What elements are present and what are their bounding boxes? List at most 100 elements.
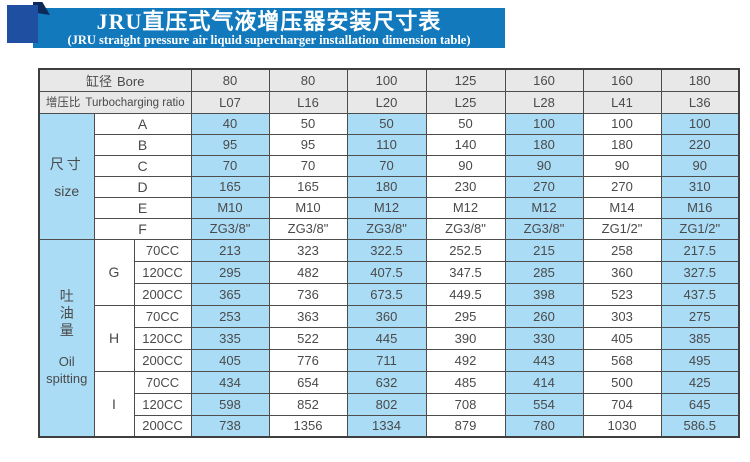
ratio-value-cell: L41 — [582, 90, 662, 114]
dim-value-cell: 90 — [660, 154, 740, 177]
oil-value-cell: 425 — [660, 370, 740, 394]
oil-value-cell: 568 — [582, 348, 662, 372]
oil-value-cell: 492 — [425, 348, 506, 372]
dim-value-cell: M10 — [190, 196, 270, 219]
table-row: 增压比 Turbocharging ratio L07 L16 L20 L25 L… — [38, 90, 740, 114]
dim-value-cell: 95 — [268, 133, 348, 156]
dim-value-cell: ZG3/8" — [190, 217, 270, 240]
oil-value-cell: 385 — [660, 326, 740, 350]
oil-value-cell: 632 — [346, 370, 427, 394]
dim-value-cell: 90 — [425, 154, 506, 177]
oil-value-cell: 482 — [268, 260, 348, 284]
dim-value-cell: 90 — [504, 154, 584, 177]
ratio-header-cell: 增压比 Turbocharging ratio — [38, 90, 192, 114]
dim-value-cell: 310 — [660, 175, 740, 198]
oil-value-cell: 879 — [425, 414, 506, 438]
bore-value-cell: 80 — [190, 68, 270, 92]
oil-value-cell: 275 — [660, 304, 740, 328]
oil-group-label-cell: I — [93, 370, 135, 438]
table-row: I 70CC 434 654 632 485 414 500 425 — [39, 370, 740, 438]
oil-value-cell: 260 — [504, 304, 584, 328]
dim-value-cell: 270 — [582, 175, 662, 198]
oil-volume-label-cell: 120CC — [133, 260, 192, 284]
oil-volume-label-cell: 70CC — [133, 370, 192, 394]
oil-value-cell: 253 — [190, 304, 270, 328]
table-row: 120CC 598 852 802 708 554 704 645 — [39, 392, 740, 416]
oil-volume-label-cell: 200CC — [133, 348, 192, 372]
oil-value-cell: 586.5 — [660, 414, 740, 438]
table-row: B 95 95 110 140 180 180 220 — [39, 133, 740, 156]
ratio-value-cell: L07 — [190, 90, 270, 114]
size-label-cn: 尺寸 — [49, 155, 84, 172]
oil-value-cell: 347.5 — [425, 260, 506, 284]
dim-row-label-cell: A — [93, 112, 192, 135]
dim-value-cell: 180 — [504, 133, 584, 156]
dim-value-cell: ZG1/2" — [660, 217, 740, 240]
bore-value-cell: 160 — [504, 68, 584, 92]
oil-value-cell: 708 — [425, 392, 506, 416]
oil-value-cell: 398 — [504, 282, 584, 306]
oil-volume-label-cell: 70CC — [133, 238, 192, 262]
oil-value-cell: 323 — [268, 238, 348, 262]
oil-value-cell: 217.5 — [660, 238, 740, 262]
ratio-value-cell: L28 — [504, 90, 584, 114]
oil-value-cell: 434 — [190, 370, 270, 394]
dim-value-cell: ZG3/8" — [504, 217, 584, 240]
oil-group-label-cell: H — [93, 304, 135, 372]
ratio-value-cell: L20 — [346, 90, 427, 114]
oil-value-cell: 322.5 — [346, 238, 427, 262]
oil-value-cell: 437.5 — [660, 282, 740, 306]
oil-value-cell: 365 — [190, 282, 270, 306]
oil-label-en-line1: Oil — [58, 354, 75, 370]
dim-row-label-cell: D — [93, 175, 192, 198]
dim-value-cell: ZG3/8" — [425, 217, 506, 240]
ratio-value-cell: L16 — [268, 90, 348, 114]
table-row: 200CC 738 1356 1334 879 780 1030 586.5 — [39, 414, 740, 438]
ratio-label-en: Turbocharging ratio — [85, 97, 185, 109]
dim-value-cell: 50 — [425, 112, 506, 135]
dim-value-cell: 100 — [660, 112, 740, 135]
dim-row-label-cell: E — [93, 196, 192, 219]
dim-value-cell: 180 — [582, 133, 662, 156]
oil-value-cell: 414 — [504, 370, 584, 394]
oil-value-cell: 1334 — [346, 414, 427, 438]
bore-header-cell: 缸径 Bore — [38, 68, 192, 92]
oil-value-cell: 449.5 — [425, 282, 506, 306]
bore-label-cn: 缸径 — [86, 73, 113, 89]
ratio-value-cell: L25 — [425, 90, 506, 114]
bore-value-cell: 125 — [425, 68, 506, 92]
dim-value-cell: M12 — [504, 196, 584, 219]
dim-value-cell: ZG3/8" — [346, 217, 427, 240]
dim-value-cell: 140 — [425, 133, 506, 156]
dim-value-cell: M14 — [582, 196, 662, 219]
oil-volume-label-cell: 120CC — [133, 326, 192, 350]
oil-value-cell: 852 — [268, 392, 348, 416]
size-section-label-cell: 尺寸 size — [38, 112, 95, 240]
oil-value-cell: 390 — [425, 326, 506, 350]
bore-label-en: Bore — [117, 73, 145, 89]
dim-value-cell: 100 — [504, 112, 584, 135]
dim-value-cell: 95 — [190, 133, 270, 156]
table-row: 吐油量 Oil spitting G 70CC 213 323 322.5 25… — [38, 238, 740, 438]
oil-value-cell: 327.5 — [660, 260, 740, 284]
dim-value-cell: 50 — [346, 112, 427, 135]
table-row: H 70CC 253 363 360 295 260 303 275 — [39, 304, 740, 372]
oil-value-cell: 335 — [190, 326, 270, 350]
oil-value-cell: 780 — [504, 414, 584, 438]
bore-value-cell: 80 — [268, 68, 348, 92]
oil-value-cell: 673.5 — [346, 282, 427, 306]
brand-square — [7, 5, 38, 43]
oil-value-cell: 405 — [582, 326, 662, 350]
table-row: 尺寸 size A 40 50 50 50 100 100 100 — [38, 112, 740, 240]
dim-value-cell: 100 — [582, 112, 662, 135]
oil-value-cell: 215 — [504, 238, 584, 262]
table-row: E M10 M10 M12 M12 M12 M14 M16 — [39, 196, 740, 219]
ratio-value-cell: L36 — [660, 90, 740, 114]
dim-value-cell: 165 — [190, 175, 270, 198]
oil-volume-label-cell: 70CC — [133, 304, 192, 328]
dim-value-cell: 180 — [346, 175, 427, 198]
oil-value-cell: 704 — [582, 392, 662, 416]
oil-value-cell: 360 — [582, 260, 662, 284]
dim-value-cell: 110 — [346, 133, 427, 156]
oil-volume-label-cell: 200CC — [133, 282, 192, 306]
